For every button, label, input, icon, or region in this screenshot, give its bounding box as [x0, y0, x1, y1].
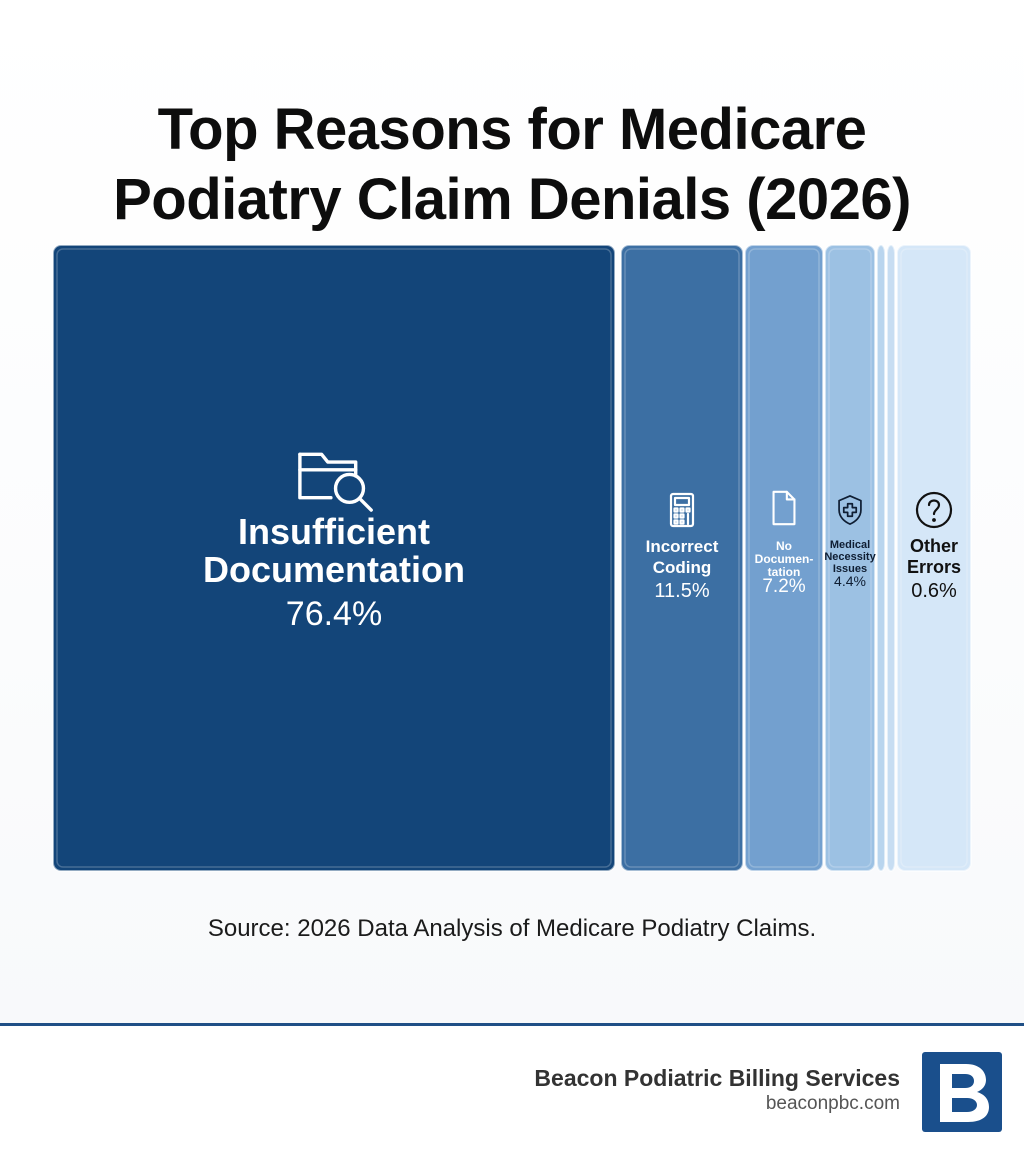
- treemap-value-label: 0.6%: [911, 580, 957, 602]
- chart-title-line-1: Top Reasons for Medicare: [157, 96, 867, 162]
- treemap-category-label: Insufficient: [238, 511, 430, 552]
- footer: Beacon Podiatric Billing Services beacon…: [0, 1026, 1024, 1154]
- treemap-category-label: Necessity: [824, 551, 876, 563]
- brand-text: Beacon Podiatric Billing Services beacon…: [534, 1064, 900, 1116]
- treemap-tile: Incorrect Coding 11.5%: [620, 244, 744, 872]
- source-note: Source: 2026 Data Analysis of Medicare P…: [207, 915, 817, 942]
- treemap-tile-inner-border: [828, 248, 872, 868]
- chart-title: Top Reasons for Medicare Podiatry Claim …: [0, 95, 1024, 235]
- treemap-tile-inner-border: [56, 248, 612, 868]
- treemap-tile-inner-border: [900, 248, 968, 868]
- treemap-category-label: Documentation: [203, 549, 465, 590]
- question-circle-icon: [915, 491, 953, 529]
- treemap-value-label: 76.4%: [286, 595, 382, 633]
- treemap-tile-rect: [896, 244, 972, 872]
- treemap-value-label: 4.4%: [834, 573, 866, 589]
- footer-divider: [0, 1023, 1024, 1026]
- shield-medical-icon: [838, 495, 862, 525]
- treemap-category-label: tation: [768, 565, 801, 579]
- treemap-tile: [886, 244, 896, 872]
- chart-title-line-2: Podiatry Claim Denials (2026): [113, 166, 911, 232]
- brand-name: Beacon Podiatric Billing Services: [534, 1065, 900, 1091]
- treemap-tile-rect: [886, 244, 896, 872]
- treemap-tile: [876, 244, 886, 872]
- treemap-category-label: Coding: [653, 558, 712, 577]
- brand-url: beaconpbc.com: [765, 1093, 900, 1114]
- treemap-category-label: Documen-: [755, 552, 814, 566]
- folder-search-icon: [298, 452, 373, 512]
- treemap-tile-rect: [824, 244, 876, 872]
- treemap-tile-rect: [620, 244, 744, 872]
- calculator-icon: [669, 492, 695, 528]
- treemap-value-label: 11.5%: [654, 580, 709, 602]
- treemap-tile-inner-border: [624, 248, 740, 868]
- document-icon: [772, 490, 796, 526]
- treemap-category-label: Other: [910, 536, 958, 556]
- treemap-value-label: 7.2%: [762, 576, 805, 597]
- treemap-category-label: Medical: [830, 539, 870, 551]
- treemap-tile-rect: [52, 244, 616, 872]
- treemap-category-label: Issues: [833, 563, 867, 575]
- brand-logo-b-icon: [940, 1064, 989, 1122]
- treemap-tile-inner-border: [748, 248, 820, 868]
- treemap-category-label: No: [776, 539, 792, 553]
- treemap-tile-rect: [876, 244, 886, 872]
- treemap-tile-rect: [744, 244, 824, 872]
- treemap-category-label: Errors: [907, 557, 961, 577]
- brand-logo: [922, 1052, 1002, 1132]
- treemap-chart: Insufficient Documentation 76.4% Incorrect C…: [52, 244, 972, 872]
- treemap-category-label: Incorrect: [646, 537, 719, 556]
